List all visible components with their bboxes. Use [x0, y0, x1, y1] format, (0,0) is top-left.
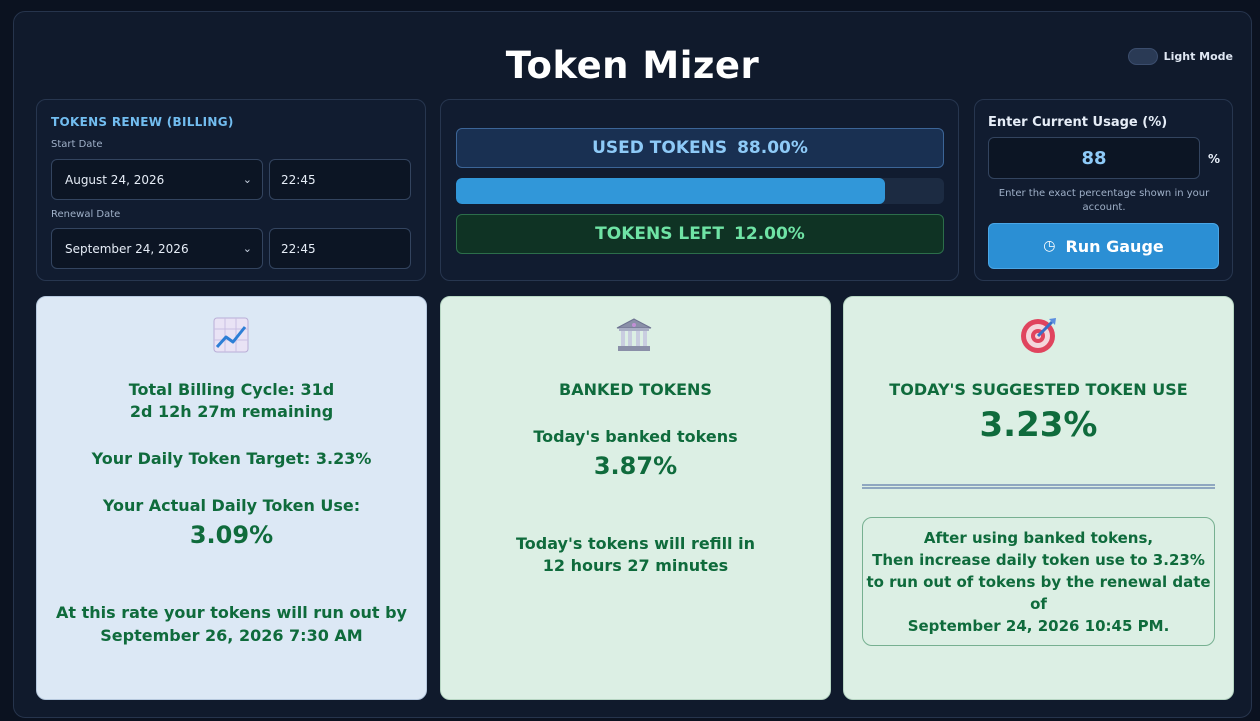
usage-input-panel: Enter Current Usage (%) % Enter the exac… [974, 99, 1233, 281]
gauge-panel: USED TOKENS 88.00% TOKENS LEFT 12.00% [440, 99, 959, 281]
refill-time: 12 hours 27 minutes [542, 556, 729, 575]
advice-line: Then increase daily token use to 3.23% [872, 550, 1205, 569]
suggested-use-card: TODAY'S SUGGESTED TOKEN USE 3.23% After … [843, 296, 1234, 700]
usage-input[interactable] [988, 137, 1200, 179]
used-tokens-label: USED TOKENS [592, 138, 728, 158]
used-tokens-value: 88.00% [737, 138, 808, 158]
advice-line: to run out of tokens by the renewal date [866, 572, 1211, 591]
banked-tokens-title: BANKED TOKENS [559, 380, 712, 399]
start-date-select[interactable]: August 24, 2026 ⌄ [51, 159, 263, 200]
usage-hint: Enter the exact percentage shown in your… [998, 188, 1210, 213]
divider [862, 484, 1215, 489]
actual-daily-use-value: 3.09% [189, 521, 274, 549]
chart-increasing-icon [213, 317, 249, 353]
usage-progress-fill [456, 178, 886, 204]
clock-icon: ◷ [1043, 238, 1056, 254]
advice-box: After using banked tokens, Then increase… [862, 517, 1215, 646]
billing-panel: TOKENS RENEW (BILLING) Start Date August… [36, 99, 426, 281]
toggle-switch[interactable] [1127, 48, 1158, 65]
used-tokens-box: USED TOKENS 88.00% [456, 128, 944, 168]
tokens-left-label: TOKENS LEFT [595, 224, 725, 244]
tokens-left-box: TOKENS LEFT 12.00% [456, 214, 944, 254]
runout-date: September 26, 2026 7:30 AM [100, 626, 363, 645]
chevron-down-icon: ⌄ [242, 242, 252, 255]
start-time-input[interactable]: 22:45 [269, 159, 411, 200]
run-gauge-label: Run Gauge [1065, 236, 1164, 256]
total-billing-cycle: Total Billing Cycle: 31d [128, 380, 335, 399]
actual-daily-use-label: Your Actual Daily Token Use: [102, 496, 361, 515]
renewal-date-label: Renewal Date [51, 209, 121, 220]
advice-line: After using banked tokens, [923, 528, 1154, 547]
runout-label: At this rate your tokens will run out by [56, 603, 407, 622]
renewal-date-select[interactable]: September 24, 2026 ⌄ [51, 228, 263, 269]
daily-token-target: Your Daily Token Target: 3.23% [91, 449, 372, 468]
target-icon [1021, 318, 1056, 353]
today-banked-label: Today's banked tokens [533, 427, 738, 446]
billing-cycle-card: Total Billing Cycle: 31d 2d 12h 27m rema… [36, 296, 427, 700]
suggested-use-value: 3.23% [979, 405, 1098, 445]
renewal-date-value: September 24, 2026 [65, 241, 189, 256]
theme-toggle-label: Light Mode [1163, 50, 1233, 63]
start-date-label: Start Date [51, 139, 103, 150]
chevron-down-icon: ⌄ [242, 173, 252, 186]
suggested-use-title: TODAY'S SUGGESTED TOKEN USE [889, 380, 1188, 399]
banked-tokens-card: BANKED TOKENS Today's banked tokens 3.87… [440, 296, 831, 700]
bank-icon [616, 318, 652, 351]
today-banked-value: 3.87% [593, 452, 678, 480]
start-date-value: August 24, 2026 [65, 172, 165, 187]
time-remaining: 2d 12h 27m remaining [129, 402, 334, 421]
renewal-time-input[interactable]: 22:45 [269, 228, 411, 269]
advice-line: September 24, 2026 10:45 PM. [907, 616, 1170, 635]
refill-label: Today's tokens will refill in [516, 534, 755, 553]
usage-input-label: Enter Current Usage (%) [988, 115, 1168, 130]
app-window: Token Mizer Light Mode TOKENS RENEW (BIL… [13, 11, 1252, 718]
billing-section-title: TOKENS RENEW (BILLING) [51, 115, 234, 129]
tokens-left-value: 12.00% [734, 224, 805, 244]
page-title: Token Mizer [505, 44, 760, 87]
run-gauge-button[interactable]: ◷ Run Gauge [988, 223, 1219, 269]
advice-line: of [1030, 594, 1047, 613]
percent-unit: % [1208, 152, 1221, 166]
theme-toggle[interactable]: Light Mode [1127, 48, 1233, 65]
usage-progress-bar [456, 178, 944, 204]
